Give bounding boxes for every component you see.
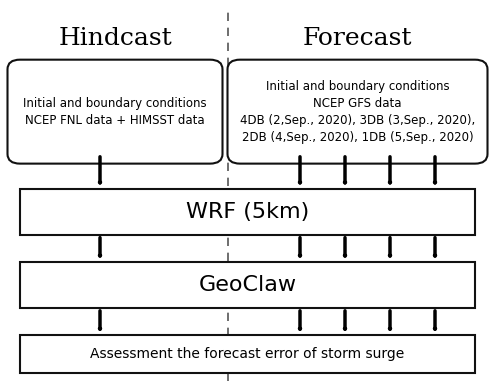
FancyBboxPatch shape [20,262,475,308]
FancyBboxPatch shape [8,60,222,164]
Text: Initial and boundary conditions
NCEP GFS data
4DB (2,Sep., 2020), 3DB (3,Sep., 2: Initial and boundary conditions NCEP GFS… [240,80,475,144]
Text: WRF (5km): WRF (5km) [186,202,309,222]
FancyBboxPatch shape [228,60,488,164]
Text: GeoClaw: GeoClaw [198,275,296,295]
Text: Forecast: Forecast [303,27,412,50]
Text: Assessment the forecast error of storm surge: Assessment the forecast error of storm s… [90,347,405,361]
Text: Hindcast: Hindcast [58,27,172,50]
FancyBboxPatch shape [20,189,475,235]
FancyBboxPatch shape [20,335,475,373]
Text: Initial and boundary conditions
NCEP FNL data + HIMSST data: Initial and boundary conditions NCEP FNL… [23,97,207,127]
